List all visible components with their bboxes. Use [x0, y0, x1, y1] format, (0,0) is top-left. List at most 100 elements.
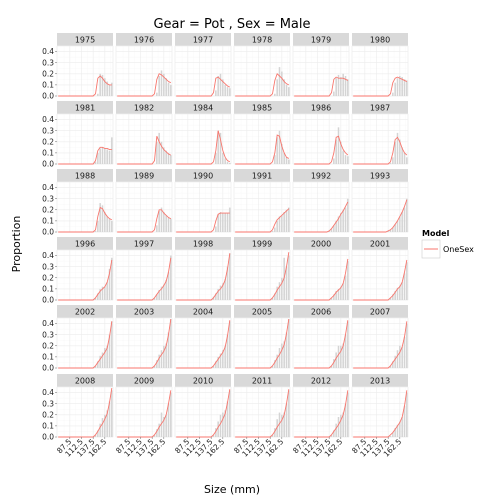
fitted-line-onesex	[294, 76, 349, 97]
fitted-line-onesex	[294, 390, 349, 438]
fitted-line-onesex	[117, 319, 172, 369]
observed-bar	[347, 261, 349, 300]
observed-bar	[224, 84, 226, 96]
observed-bar	[170, 255, 172, 300]
observed-bar	[333, 225, 335, 232]
facet-strip-label: 1975	[75, 36, 95, 45]
facet-strip	[293, 237, 349, 250]
panel-background	[115, 113, 173, 165]
observed-bar	[281, 277, 283, 300]
facet-strip	[293, 169, 349, 182]
observed-bar	[170, 218, 172, 232]
observed-bar	[222, 350, 224, 368]
observed-bar	[165, 215, 167, 232]
fitted-line-onesex	[353, 136, 408, 165]
observed-bar	[396, 287, 399, 300]
observed-bar	[160, 350, 163, 368]
y-tick-label: 0.3	[42, 330, 54, 339]
observed-bar	[229, 162, 231, 164]
observed-bar	[226, 87, 229, 96]
observed-bar	[342, 209, 344, 232]
observed-bar	[170, 84, 172, 96]
observed-bar	[224, 278, 226, 300]
facet-strip	[234, 169, 290, 182]
observed-bar	[222, 152, 224, 164]
observed-bar	[215, 152, 217, 164]
y-tick-label: 0.3	[42, 126, 54, 135]
observed-bar	[283, 412, 285, 437]
observed-bar	[276, 137, 278, 164]
y-tick-label: 0.3	[42, 194, 54, 203]
observed-bar	[163, 73, 165, 96]
facet-panel-2000: 2000	[292, 237, 350, 301]
observed-bar	[406, 80, 408, 96]
observed-bar	[392, 361, 394, 368]
observed-bar	[160, 141, 163, 164]
observed-bar	[217, 421, 219, 437]
observed-bar	[274, 293, 276, 300]
facet-strip	[116, 374, 172, 387]
observed-bar	[274, 155, 276, 164]
observed-bar	[276, 419, 278, 437]
observed-bar	[288, 255, 290, 300]
observed-bar	[158, 423, 160, 437]
facet-strip	[116, 237, 172, 250]
observed-bar	[285, 403, 288, 437]
observed-bar	[396, 132, 399, 164]
fitted-line-onesex	[176, 212, 230, 233]
observed-bar	[156, 360, 158, 368]
y-tick-label: 0.0	[42, 160, 54, 169]
observed-bar	[111, 321, 113, 368]
observed-bar	[224, 158, 226, 164]
facet-panel-1975: 1975 0.0 0.1 0.2 0.3 0.4	[42, 33, 114, 101]
facet-panel-1979: 1979	[292, 33, 350, 97]
observed-bar	[333, 359, 335, 368]
facet-panel-2001: 2001	[351, 237, 409, 301]
facet-panels: 1975 0.0 0.1 0.2 0.3 0.4 1976 1977 1978 1979 1980 1…	[42, 33, 409, 459]
observed-bar	[347, 156, 349, 164]
observed-bar	[106, 345, 108, 368]
observed-bar	[156, 294, 158, 300]
y-tick-label: 0.2	[42, 137, 54, 146]
observed-bar	[333, 294, 335, 300]
observed-bar	[165, 280, 167, 300]
panel-background	[115, 181, 173, 233]
observed-bar	[215, 428, 217, 437]
fitted-line-onesex	[294, 320, 349, 369]
panel-background	[351, 317, 409, 369]
observed-bar	[219, 414, 222, 437]
y-tick-label: 0.0	[42, 228, 54, 237]
facet-strip-label: 1999	[252, 240, 272, 249]
observed-bar	[288, 390, 290, 437]
observed-bar	[278, 412, 281, 437]
facet-strip	[57, 374, 113, 387]
panel-background	[174, 45, 232, 97]
facet-panel-1980: 1980	[351, 33, 409, 97]
facet-strip	[175, 33, 231, 46]
observed-bar	[394, 355, 396, 368]
observed-bar	[158, 210, 160, 232]
observed-bar	[99, 203, 101, 232]
y-tick-label: 0.1	[42, 421, 54, 430]
observed-bar	[288, 319, 290, 368]
observed-bar	[283, 79, 285, 96]
observed-bar	[274, 93, 276, 96]
y-tick-label: 0.0	[42, 296, 54, 305]
observed-bar	[226, 401, 229, 437]
observed-bar	[215, 293, 217, 300]
observed-bar	[165, 78, 167, 96]
y-tick-label: 0.2	[42, 410, 54, 419]
facet-panel-1989: 1989	[115, 169, 173, 233]
observed-bar	[328, 230, 330, 232]
observed-bar	[156, 92, 158, 96]
panel-background	[233, 113, 291, 165]
observed-bar	[392, 294, 394, 300]
facet-strip-label: 1987	[370, 104, 390, 113]
panel-background	[292, 317, 350, 369]
observed-bar	[389, 435, 392, 437]
observed-bar	[281, 215, 283, 232]
observed-bar	[344, 275, 347, 300]
panel-background	[56, 317, 114, 369]
